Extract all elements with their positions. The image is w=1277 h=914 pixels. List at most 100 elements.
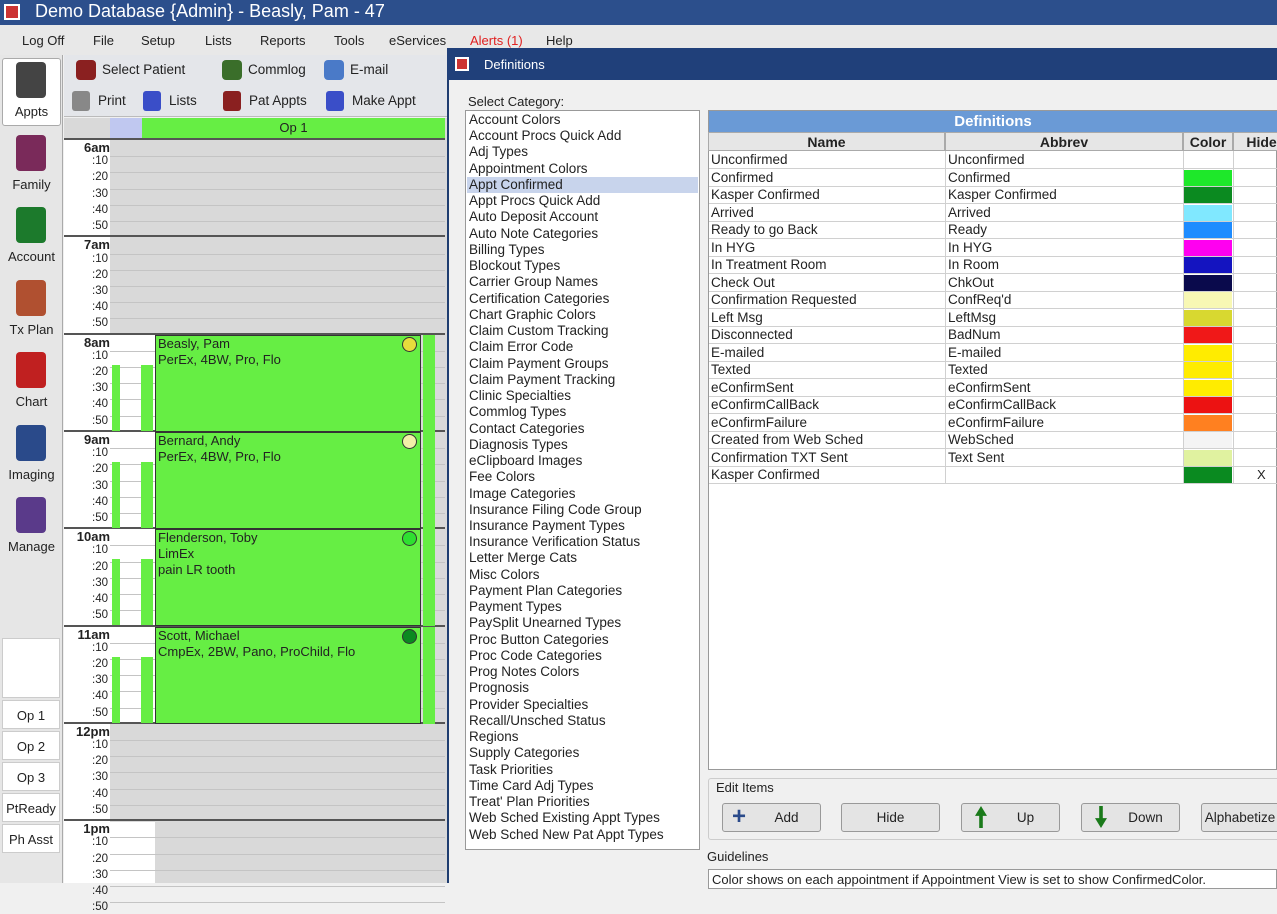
menu-item[interactable]: Lists bbox=[205, 33, 232, 48]
category-item[interactable]: Claim Error Code bbox=[469, 339, 574, 355]
module-button[interactable]: Family bbox=[12, 176, 51, 192]
menu-item[interactable]: Reports bbox=[260, 33, 306, 48]
view-button[interactable]: PtReady bbox=[2, 793, 60, 822]
toolbar-button[interactable]: E-mail bbox=[350, 62, 389, 77]
category-item[interactable]: Account Procs Quick Add bbox=[469, 128, 622, 144]
cell-name[interactable]: In HYG bbox=[711, 239, 756, 255]
menu-item[interactable]: Log Off bbox=[22, 33, 65, 48]
cell-name[interactable]: Check Out bbox=[711, 274, 775, 290]
category-item[interactable]: Contact Categories bbox=[469, 420, 585, 436]
toolbar-button[interactable]: Lists bbox=[169, 93, 197, 108]
category-item[interactable]: Clinic Specialties bbox=[469, 388, 572, 404]
category-item[interactable]: Claim Payment Groups bbox=[469, 355, 609, 371]
category-item[interactable]: Task Priorities bbox=[469, 761, 554, 777]
category-item[interactable]: Time Card Adj Types bbox=[469, 777, 594, 793]
view-button[interactable]: Op 3 bbox=[2, 762, 60, 791]
category-item[interactable]: Chart Graphic Colors bbox=[469, 306, 596, 322]
appointment[interactable] bbox=[155, 529, 421, 627]
cell-name[interactable]: Texted bbox=[711, 362, 751, 378]
cell-name[interactable]: eConfirmFailure bbox=[711, 414, 808, 430]
category-item[interactable]: Regions bbox=[469, 729, 519, 745]
category-item[interactable]: Appt Confirmed bbox=[469, 176, 563, 192]
category-item[interactable]: Payment Plan Categories bbox=[469, 582, 623, 598]
cell-name[interactable]: eConfirmCallBack bbox=[711, 397, 820, 413]
view-button[interactable]: Op 1 bbox=[2, 700, 60, 729]
cell-name[interactable]: E-mailed bbox=[711, 344, 765, 360]
category-item[interactable]: eClipboard Images bbox=[469, 453, 583, 469]
category-item[interactable]: Account Colors bbox=[469, 112, 561, 127]
module-button[interactable]: Tx Plan bbox=[9, 321, 54, 337]
category-item[interactable]: Proc Code Categories bbox=[469, 647, 602, 663]
menu-item[interactable]: File bbox=[93, 33, 114, 48]
cell-name[interactable]: Confirmed bbox=[711, 169, 774, 185]
category-item[interactable]: Provider Specialties bbox=[469, 696, 589, 712]
cell-name[interactable]: Confirmation Requested bbox=[711, 292, 857, 308]
category-item[interactable]: Auto Note Categories bbox=[469, 225, 599, 241]
toolbar-button[interactable]: Print bbox=[98, 93, 126, 108]
category-item[interactable]: Insurance Verification Status bbox=[469, 534, 641, 550]
cell-name[interactable]: Created from Web Sched bbox=[711, 432, 864, 448]
category-item[interactable]: Payment Types bbox=[469, 599, 562, 615]
category-item[interactable]: Image Categories bbox=[469, 485, 576, 501]
cell-name[interactable]: Unconfirmed bbox=[711, 152, 788, 167]
button[interactable] bbox=[1201, 803, 1277, 832]
category-item[interactable]: Letter Merge Cats bbox=[469, 550, 578, 566]
category-item[interactable]: Blockout Types bbox=[469, 258, 561, 274]
category-item[interactable]: Prognosis bbox=[469, 680, 530, 696]
category-item[interactable]: Misc Colors bbox=[469, 566, 540, 582]
button[interactable] bbox=[722, 803, 821, 832]
menu-item[interactable]: Alerts (1) bbox=[470, 33, 523, 48]
module-button[interactable]: Account bbox=[8, 249, 55, 264]
button[interactable] bbox=[1081, 803, 1180, 832]
category-item[interactable]: Insurance Payment Types bbox=[469, 518, 625, 533]
category-item[interactable]: Recall/Unsched Status bbox=[469, 712, 606, 728]
menu-item[interactable]: Setup bbox=[141, 33, 175, 48]
cell-name[interactable]: Arrived bbox=[711, 204, 754, 220]
menu-item[interactable]: eServices bbox=[389, 33, 447, 48]
category-item[interactable]: Claim Payment Tracking bbox=[469, 371, 616, 387]
cell-name[interactable]: In Treatment Room bbox=[711, 257, 827, 273]
category-item[interactable]: Prog Notes Colors bbox=[469, 664, 580, 680]
category-item[interactable]: Commlog Types bbox=[469, 404, 567, 420]
module-button[interactable]: Manage bbox=[8, 539, 55, 554]
module-button[interactable]: Appts bbox=[14, 104, 49, 119]
cell-name[interactable]: eConfirmSent bbox=[711, 379, 794, 395]
button[interactable] bbox=[961, 803, 1060, 832]
cell-name[interactable]: Confirmation TXT Sent bbox=[711, 449, 848, 465]
appointment[interactable] bbox=[155, 334, 421, 432]
appointment[interactable] bbox=[155, 626, 421, 724]
toolbar-button[interactable]: Pat Appts bbox=[249, 93, 307, 108]
category-item[interactable]: Carrier Group Names bbox=[469, 274, 599, 290]
category-item[interactable]: Fee Colors bbox=[469, 469, 536, 485]
cell-name[interactable]: Kasper Confirmed bbox=[711, 187, 820, 203]
category-item[interactable]: Insurance Filing Code Group bbox=[469, 501, 642, 517]
category-item[interactable]: Web Sched Existing Appt Types bbox=[469, 810, 660, 826]
appointment[interactable] bbox=[155, 431, 421, 530]
module-button[interactable]: Chart bbox=[15, 394, 48, 409]
button[interactable] bbox=[841, 803, 940, 832]
menu-item[interactable]: Help bbox=[546, 33, 573, 48]
category-item[interactable]: Adj Types bbox=[469, 144, 529, 160]
toolbar-button[interactable]: Make Appt bbox=[352, 93, 416, 108]
category-item[interactable]: Proc Button Categories bbox=[469, 631, 609, 647]
category-item[interactable]: Diagnosis Types bbox=[469, 436, 568, 452]
category-item[interactable]: Appt Procs Quick Add bbox=[469, 193, 601, 209]
module-button[interactable]: Imaging bbox=[8, 466, 55, 482]
cell-name[interactable]: Ready to go Back bbox=[711, 222, 818, 238]
category-item[interactable]: Supply Categories bbox=[469, 745, 580, 761]
category-item[interactable]: Auto Deposit Account bbox=[469, 209, 599, 225]
toolbar-button[interactable]: Select Patient bbox=[102, 62, 186, 77]
menu-item[interactable]: Tools bbox=[334, 33, 365, 48]
view-button[interactable]: Ph Asst bbox=[2, 824, 60, 853]
toolbar-button[interactable]: Commlog bbox=[248, 62, 306, 77]
category-item[interactable]: Certification Categories bbox=[469, 290, 610, 306]
cell-name[interactable]: Disconnected bbox=[711, 327, 793, 343]
view-button[interactable]: Op 2 bbox=[2, 731, 60, 760]
category-item[interactable]: Billing Types bbox=[469, 241, 545, 257]
category-item[interactable]: Claim Custom Tracking bbox=[469, 323, 609, 339]
category-item[interactable]: Treat' Plan Priorities bbox=[469, 794, 590, 810]
category-item[interactable]: Web Sched New Pat Appt Types bbox=[469, 826, 664, 842]
cell-name[interactable]: Left Msg bbox=[711, 309, 763, 325]
category-item[interactable]: Appointment Colors bbox=[469, 160, 588, 176]
cell-name[interactable]: Kasper Confirmed bbox=[711, 467, 820, 483]
